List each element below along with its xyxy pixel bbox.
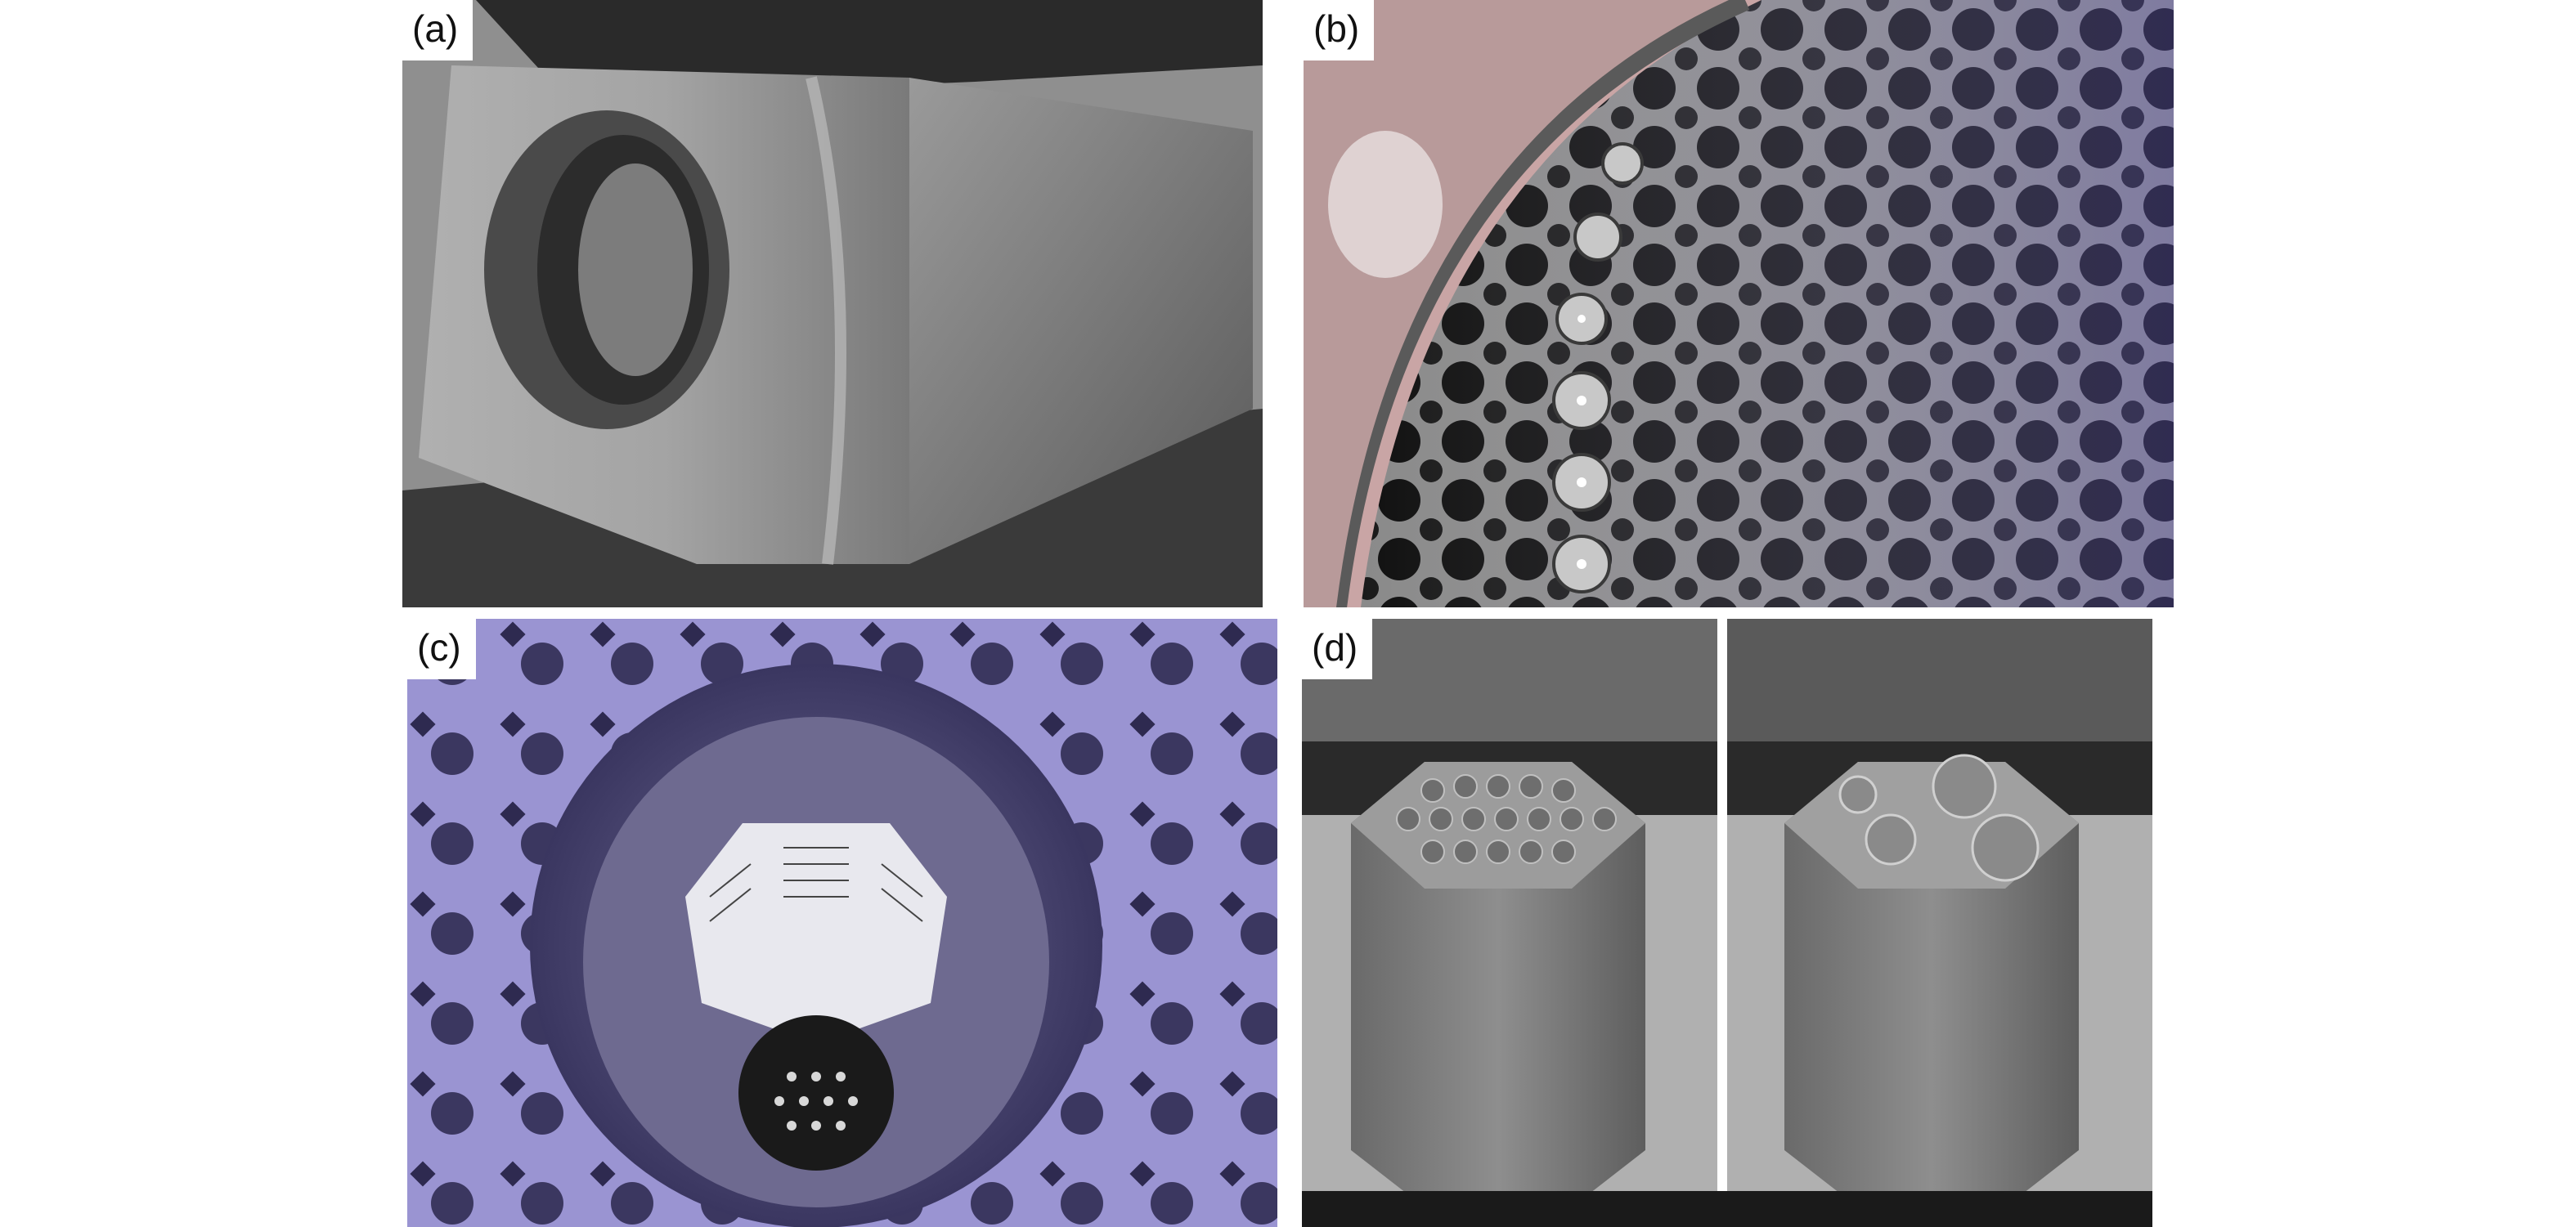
photo-panel-a: (a)	[402, 0, 1263, 607]
graphite-block-photo	[402, 0, 1263, 607]
core-grid-photo	[1304, 0, 2174, 607]
panel-label-a: (a)	[402, 0, 473, 60]
panel-label-b: (b)	[1304, 0, 1375, 60]
panel-label-c: (c)	[407, 619, 476, 679]
photo-panel-c: (c)	[407, 619, 1277, 1227]
photo-panel-d: (d)	[1302, 619, 2152, 1227]
core-cavity-photo	[407, 619, 1277, 1227]
fuel-blocks-photo	[1302, 619, 2152, 1227]
photo-panel-b: (b)	[1304, 0, 2174, 607]
panel-label-d: (d)	[1302, 619, 1373, 679]
